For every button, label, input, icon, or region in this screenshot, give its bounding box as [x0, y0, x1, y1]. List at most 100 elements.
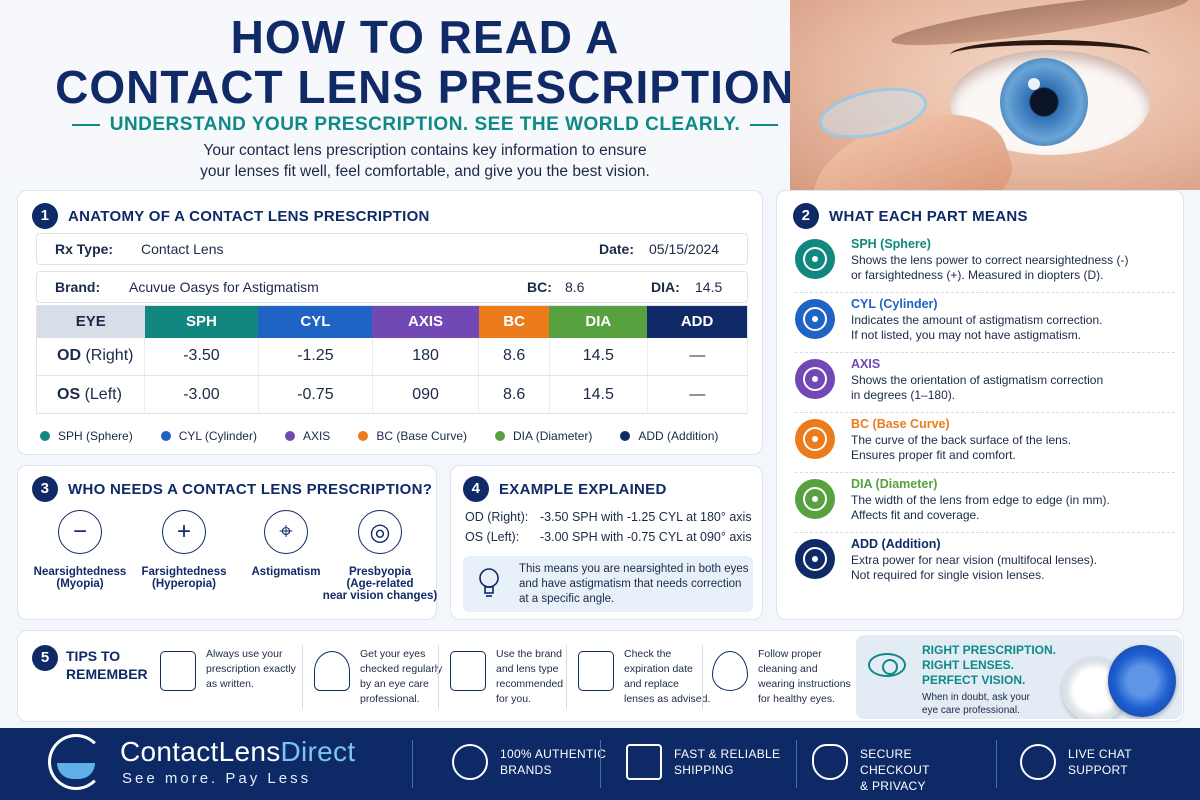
hero-section: HOW TO READ A CONTACT LENS PRESCRIPTION …: [0, 0, 1200, 190]
tip-divider: [302, 645, 303, 709]
table-row: OD (Right) -3.50 -1.25 180 8.6 14.5 —: [36, 337, 749, 376]
anatomy-title: ANATOMY OF A CONTACT LENS PRESCRIPTION: [68, 207, 430, 225]
dia-icon: [795, 479, 835, 519]
footer-divider: [996, 740, 997, 788]
target-icon: ◎: [358, 510, 402, 554]
tip-divider: [438, 645, 439, 709]
brand-row: Brand: Acuvue Oasys for Astigmatism BC: …: [36, 271, 748, 303]
minus-icon: −: [58, 510, 102, 554]
axis-icon: [795, 359, 835, 399]
add-icon: [795, 539, 835, 579]
eye-glint: [1028, 78, 1040, 90]
bc-icon: [795, 419, 835, 459]
who-presbyopia: ◎ Presbyopia (Age-related near vision chan…: [322, 510, 438, 602]
badge-check-icon: [452, 744, 488, 780]
footer-divider: [796, 740, 797, 788]
who-farsightedness: + Farsightedness (Hyperopia): [134, 510, 234, 590]
lightbulb-icon: [479, 568, 499, 597]
legend-item: SPH (Sphere): [40, 429, 133, 443]
cyl-cell: -0.75: [258, 375, 373, 414]
parts-title: WHAT EACH PART MEANS: [829, 207, 1028, 225]
dia-value: 14.5: [695, 279, 723, 295]
tip-item: Use the brand and lens type recommended for…: [450, 643, 580, 713]
sph-cell: -3.00: [144, 375, 259, 414]
who-nearsightedness: − Nearsightedness (Myopia): [30, 510, 130, 590]
axis-cell: 180: [372, 337, 480, 376]
rx-type-row: Rx Type: Contact Lens Date: 05/15/2024: [36, 233, 748, 265]
lens-case-blue: [1108, 645, 1176, 717]
section-number-badge: 3: [32, 476, 58, 502]
cyl-cell: -1.25: [258, 337, 373, 376]
chat-icon: [1020, 744, 1056, 780]
plus-icon: +: [162, 510, 206, 554]
tip-item: Get your eyes checked regularly by an eye …: [314, 643, 454, 713]
section-number-badge: 1: [32, 203, 58, 229]
cyl-icon: [795, 299, 835, 339]
tip-divider: [566, 645, 567, 709]
color-legend: SPH (Sphere) CYL (Cylinder) AXIS BC (Bas…: [40, 429, 760, 443]
doctor-icon: [314, 651, 350, 691]
legend-item: ADD (Addition): [620, 429, 718, 443]
sph-icon: [795, 239, 835, 279]
legend-item: DIA (Diameter): [495, 429, 592, 443]
date-label: Date:: [599, 241, 635, 257]
who-astigmatism: ⌖ Astigmatism: [236, 510, 336, 578]
who-heading: 3 WHO NEEDS A CONTACT LENS PRESCRIPTION?: [32, 476, 432, 502]
dia-label: DIA:: [651, 279, 680, 295]
example-os: OS (Left): -3.00 SPH with -0.75 CYL at 09…: [465, 530, 752, 544]
date-value: 05/15/2024: [649, 241, 720, 257]
header-axis: AXIS: [372, 305, 479, 338]
header-dia: DIA: [549, 305, 648, 338]
example-note: This means you are nearsighted in both e…: [463, 556, 753, 612]
intro-text: Your contact lens prescription contains …: [90, 140, 760, 182]
parts-card: 2 WHAT EACH PART MEANS SPH (Sphere) Shows…: [776, 190, 1184, 620]
eye-cell: OS (Left): [36, 375, 145, 414]
part-add: ADD (Addition) Extra power for near visi…: [795, 535, 1175, 593]
section-number-badge: 2: [793, 203, 819, 229]
tips-card: 5 TIPS TO REMEMBER Always use your prescri…: [17, 630, 1184, 722]
example-title: EXAMPLE EXPLAINED: [499, 480, 667, 498]
footer-divider: [600, 740, 601, 788]
subtitle-dash-left: [71, 123, 100, 126]
intro-line-1: Your contact lens prescription contains …: [203, 142, 647, 159]
page-title: HOW TO READ A CONTACT LENS PRESCRIPTION: [40, 12, 810, 112]
header-add: ADD: [647, 305, 748, 338]
anatomy-heading: 1 ANATOMY OF A CONTACT LENS PRESCRIPTION: [32, 203, 430, 229]
rx-type-value: Contact Lens: [141, 241, 224, 257]
who-card: 3 WHO NEEDS A CONTACT LENS PRESCRIPTION? …: [17, 465, 437, 620]
eye-lens-photo: [790, 0, 1200, 190]
title-line-2: CONTACT LENS PRESCRIPTION: [55, 61, 795, 113]
truck-icon: [626, 744, 662, 780]
brand-name[interactable]: ContactLensDirect: [120, 736, 356, 767]
tip-item: Always use your prescription exactly as wr…: [160, 643, 310, 713]
eye-cell: OD (Right): [36, 337, 145, 376]
header-bc: BC: [478, 305, 550, 338]
tip-item: Check the expiration date and replace lense…: [578, 643, 718, 713]
shield-lock-icon: [812, 744, 848, 780]
calendar-icon: [578, 651, 614, 691]
tips-heading: 5 TIPS TO REMEMBER: [32, 645, 148, 682]
example-heading: 4 EXAMPLE EXPLAINED: [463, 476, 667, 502]
promo-subtext: When in doubt, ask your eye care professi…: [922, 692, 1030, 716]
tip-divider: [702, 645, 703, 709]
part-cyl: CYL (Cylinder) Indicates the amount of a…: [795, 295, 1175, 353]
footer-divider: [412, 740, 413, 788]
table-header-row: EYE SPH CYL AXIS BC DIA ADD: [36, 305, 748, 338]
brand-value: Acuvue Oasys for Astigmatism: [129, 279, 319, 295]
subtitle-dash-right: [750, 123, 779, 126]
legend-dot: [620, 431, 631, 441]
prescription-table: EYE SPH CYL AXIS BC DIA ADD OD (Right) -…: [36, 305, 749, 414]
brand-logo-icon: [48, 734, 104, 790]
part-bc: BC (Base Curve) The curve of the back su…: [795, 415, 1175, 473]
tip-item: Follow proper cleaning and wearing instruc…: [712, 643, 852, 713]
who-title: WHO NEEDS A CONTACT LENS PRESCRIPTION?: [68, 480, 433, 498]
table-row: OS (Left) -3.00 -0.75 090 8.6 14.5 —: [36, 375, 749, 414]
bc-label: BC:: [527, 279, 552, 295]
drop-hand-icon: [712, 651, 748, 691]
brand-tagline: See more. Pay Less: [122, 770, 312, 787]
iris: [1000, 58, 1088, 146]
example-od: OD (Right): -3.50 SPH with -1.25 CYL at 1…: [465, 510, 752, 524]
section-number-badge: 4: [463, 476, 489, 502]
anatomy-card: 1 ANATOMY OF A CONTACT LENS PRESCRIPTION …: [17, 190, 763, 455]
add-cell: —: [647, 375, 749, 414]
